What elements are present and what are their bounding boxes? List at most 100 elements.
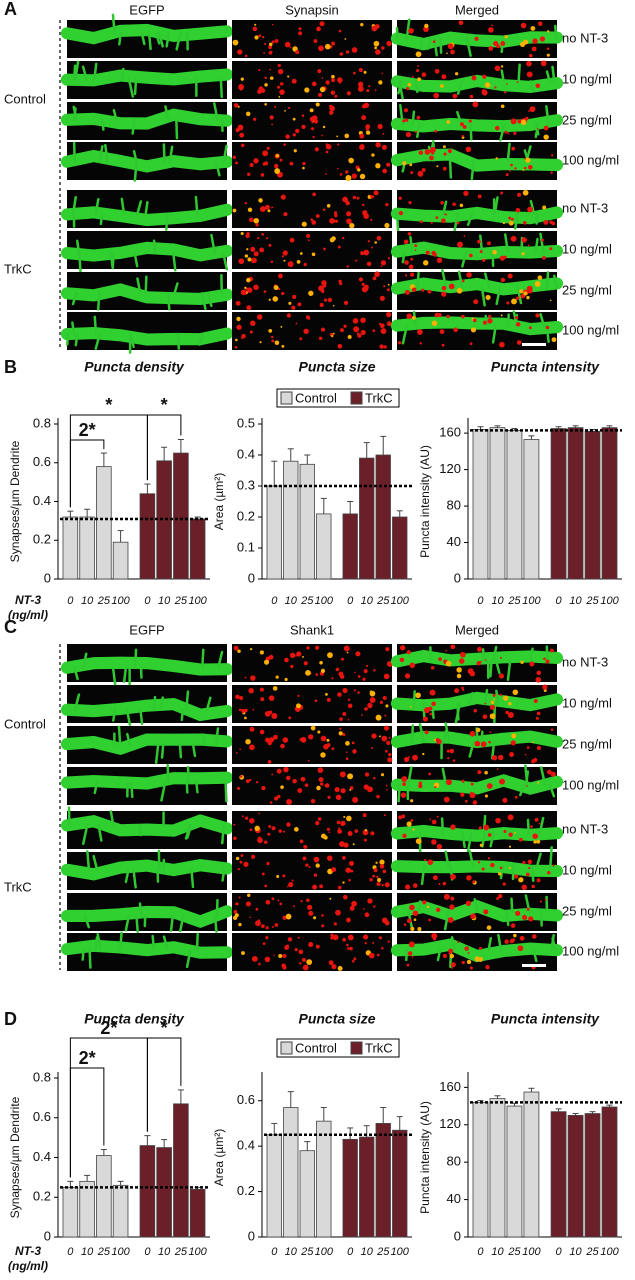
legend-label: Control [295,1040,337,1055]
spine [117,725,122,746]
puncta [380,328,387,335]
puncta [362,813,367,818]
puncta [464,799,468,803]
spine [138,902,143,918]
y-tick-label: 0.6 [33,1109,51,1124]
puncta [318,336,323,341]
spine [164,105,170,122]
puncta [245,901,251,907]
column-header: EGFP [129,622,164,637]
puncta [355,259,358,262]
spine [483,688,489,705]
puncta [249,726,255,732]
puncta [249,916,251,919]
micrograph [390,893,564,931]
dendrite [390,74,564,93]
puncta [451,967,454,969]
bar [283,460,299,580]
puncta [406,963,410,967]
puncta [369,697,376,703]
spine [172,251,177,272]
puncta [412,316,416,320]
puncta [484,702,487,705]
bar [139,1145,156,1238]
x-tick-label: 10 [285,1246,298,1258]
puncta [289,237,295,243]
puncta [286,313,292,318]
puncta [351,47,358,53]
spine [94,332,101,350]
puncta [315,102,320,107]
puncta [264,710,271,717]
puncta [407,232,412,236]
puncta [422,900,427,905]
puncta [510,235,517,242]
spine [468,850,475,868]
puncta [286,822,291,827]
puncta [404,260,409,265]
puncta [361,203,365,207]
puncta [503,695,509,701]
puncta [346,91,351,96]
puncta [300,736,307,743]
puncta [356,196,360,200]
micrograph [232,644,393,682]
spine [514,212,519,230]
puncta [339,727,342,730]
puncta [327,652,333,659]
puncta [536,711,541,716]
puncta [239,775,243,778]
puncta [271,713,278,719]
puncta [294,827,299,832]
puncta [337,343,343,349]
micrograph [232,102,392,140]
puncta [287,106,291,110]
puncta [249,330,253,334]
x-tick-label: 0 [556,1246,563,1258]
legend-swatch [280,391,293,405]
puncta [474,103,478,107]
puncta [508,845,512,848]
puncta [403,239,409,245]
puncta [441,285,447,291]
puncta [366,261,372,267]
puncta [374,89,377,91]
spine [213,102,219,122]
spine [194,195,199,216]
puncta [357,691,360,694]
micrograph [232,271,392,311]
puncta [446,314,450,319]
puncta [304,87,310,93]
x-tick-label: 100 [391,1246,410,1258]
puncta [466,875,472,881]
puncta [412,754,418,761]
puncta [510,740,516,746]
puncta [262,150,269,157]
puncta [244,286,247,290]
puncta [258,69,261,72]
puncta [375,861,378,864]
puncta [289,46,292,49]
puncta [382,695,387,701]
puncta [335,909,341,916]
puncta [306,898,310,903]
puncta [382,869,387,874]
spine [499,864,504,880]
puncta [301,124,306,130]
puncta [320,752,326,758]
puncta [447,43,454,50]
spine [456,110,463,126]
puncta [518,837,523,842]
puncta [349,786,354,790]
puncta [384,222,390,229]
puncta [358,277,363,282]
spine [517,63,521,83]
puncta [334,213,338,218]
puncta [529,661,535,667]
puncta [495,817,501,824]
puncta [286,798,293,805]
puncta [482,74,487,79]
puncta [500,41,506,46]
puncta [528,208,531,211]
spine [165,32,170,48]
